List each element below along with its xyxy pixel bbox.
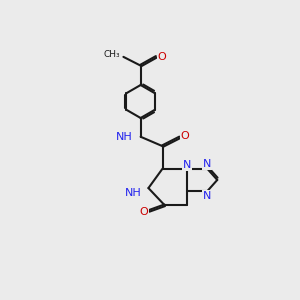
Text: O: O (157, 52, 166, 62)
Text: NH: NH (125, 188, 142, 198)
Text: O: O (181, 131, 189, 141)
Text: NH: NH (116, 132, 133, 142)
Text: N: N (183, 160, 191, 170)
Text: O: O (140, 207, 148, 217)
Text: CH₃: CH₃ (104, 50, 120, 59)
Text: N: N (203, 190, 212, 201)
Text: N: N (203, 159, 212, 169)
